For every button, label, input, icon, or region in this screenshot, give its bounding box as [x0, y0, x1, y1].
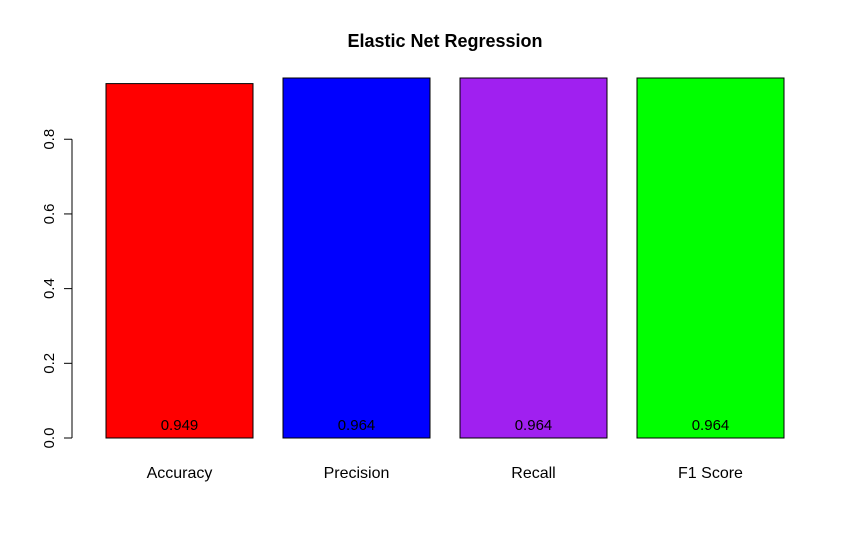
bar-precision: [282, 77, 431, 439]
bar-value-label: 0.949: [161, 417, 199, 434]
y-axis: 0.0 0.2 0.4 0.6 0.8: [41, 129, 73, 449]
bar-value-label: 0.964: [515, 417, 553, 434]
y-tick-label: 0.0: [41, 428, 58, 449]
y-tick-label: 0.2: [41, 353, 58, 374]
category-label: Precision: [324, 465, 390, 482]
category-label: Recall: [511, 465, 555, 482]
bar-value-label: 0.964: [338, 417, 376, 434]
bar-f1-score: [636, 77, 785, 439]
bars-group: [105, 77, 785, 439]
chart-title: Elastic Net Regression: [347, 31, 542, 51]
bar-recall: [459, 77, 608, 439]
bar-accuracy: [105, 83, 254, 439]
value-labels-group: 0.949 0.964 0.964 0.964: [161, 417, 730, 434]
y-tick-label: 0.8: [41, 129, 58, 150]
category-label: F1 Score: [678, 465, 743, 482]
y-tick-label: 0.6: [41, 204, 58, 225]
category-label: Accuracy: [147, 465, 213, 482]
category-labels-group: Accuracy Precision Recall F1 Score: [147, 465, 743, 482]
bar-value-label: 0.964: [692, 417, 730, 434]
y-tick-label: 0.4: [41, 278, 58, 299]
